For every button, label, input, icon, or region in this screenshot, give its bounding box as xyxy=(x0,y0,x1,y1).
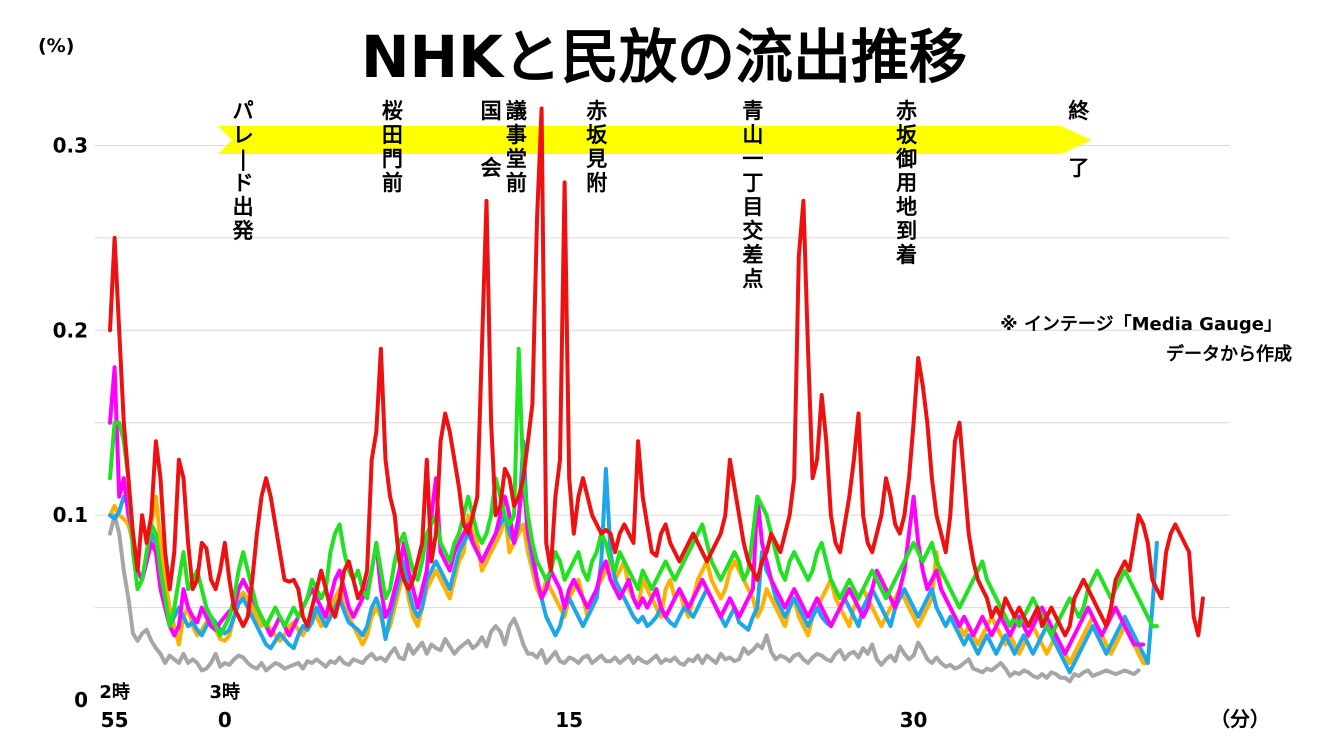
event-label-char: 着 xyxy=(895,243,917,267)
event-label-char: 事 xyxy=(506,123,527,147)
event-label-char: 交 xyxy=(742,219,763,243)
y-axis-ticks: 0 0.1 0.2 0.3 xyxy=(53,133,88,712)
event-label-char: 用 xyxy=(896,171,917,195)
event-label-char: 国 xyxy=(481,99,502,123)
x-tick-label: 15 xyxy=(555,708,583,732)
event-label-char: 坂 xyxy=(586,123,608,147)
series-layer xyxy=(108,106,1205,684)
event-label-char: 出 xyxy=(233,195,254,219)
event-label-char: 御 xyxy=(895,147,917,171)
event-label-char: 会 xyxy=(481,156,502,180)
event-label-char: パ xyxy=(233,99,254,123)
event-label-char: 見 xyxy=(586,147,607,171)
x-unit-label: （分） xyxy=(1210,707,1270,731)
series-line-4 xyxy=(108,346,1159,638)
y-tick-label: 0.2 xyxy=(53,318,88,342)
timeline-band xyxy=(217,126,1092,154)
event-label-char: 赤 xyxy=(896,99,917,123)
event-label-char: 堂 xyxy=(506,147,527,171)
chart-title: NHKと民放の流出推移 xyxy=(361,23,967,91)
event-label-char: 山 xyxy=(742,123,763,147)
event-label-char: 丁 xyxy=(742,171,763,195)
event-label-char: ド xyxy=(233,171,254,195)
grid-lines xyxy=(95,144,1230,609)
event-label-char: 前 xyxy=(506,171,527,195)
event-label-char: レ xyxy=(233,123,254,147)
event-label-char: 坂 xyxy=(896,123,918,147)
event-label-char: | xyxy=(239,147,247,172)
event-label-char: 到 xyxy=(896,219,917,243)
event-label-char: 了 xyxy=(1068,156,1089,180)
event-label-char: 地 xyxy=(896,195,917,219)
timeline-arrow xyxy=(217,126,1092,154)
y-tick-label: 0 xyxy=(74,688,88,712)
event-label-char: 目 xyxy=(742,195,763,219)
y-unit-label: (%) xyxy=(38,35,74,57)
event-label-char: 差 xyxy=(742,243,763,267)
x-hour-label: 2時 xyxy=(99,682,130,703)
x-tick-label: 55 xyxy=(101,708,129,732)
event-label-char: 門 xyxy=(382,147,403,171)
y-tick-label: 0.3 xyxy=(53,133,88,157)
x-tick-label: 30 xyxy=(900,708,928,732)
series-line-2 xyxy=(108,439,1159,675)
event-label-char: 赤 xyxy=(586,99,607,123)
event-label-char: 青 xyxy=(742,99,763,123)
source-note-line-1: ※ インテージ「Media Gauge」 xyxy=(1000,313,1282,335)
event-label-char: 一 xyxy=(742,147,763,171)
event-label-char: 発 xyxy=(232,219,255,243)
series-line-0 xyxy=(108,513,1141,684)
x-tick-label: 0 xyxy=(218,708,232,732)
x-hour-label: 3時 xyxy=(210,682,241,703)
event-label-char: 議 xyxy=(506,99,527,123)
event-label-char: 終 xyxy=(1068,99,1090,123)
series-line-5 xyxy=(108,106,1205,638)
x-axis-ticks: 55 2時 0 3時 15 30 xyxy=(99,682,927,732)
source-note-line-2: データから作成 xyxy=(1166,343,1292,365)
event-label-char: 点 xyxy=(742,267,763,291)
event-label-char: 前 xyxy=(382,171,403,195)
event-label-char: 附 xyxy=(586,171,607,195)
y-tick-label: 0.1 xyxy=(53,503,88,527)
event-label-char: 田 xyxy=(382,123,403,147)
event-label-char: 桜 xyxy=(382,99,403,123)
